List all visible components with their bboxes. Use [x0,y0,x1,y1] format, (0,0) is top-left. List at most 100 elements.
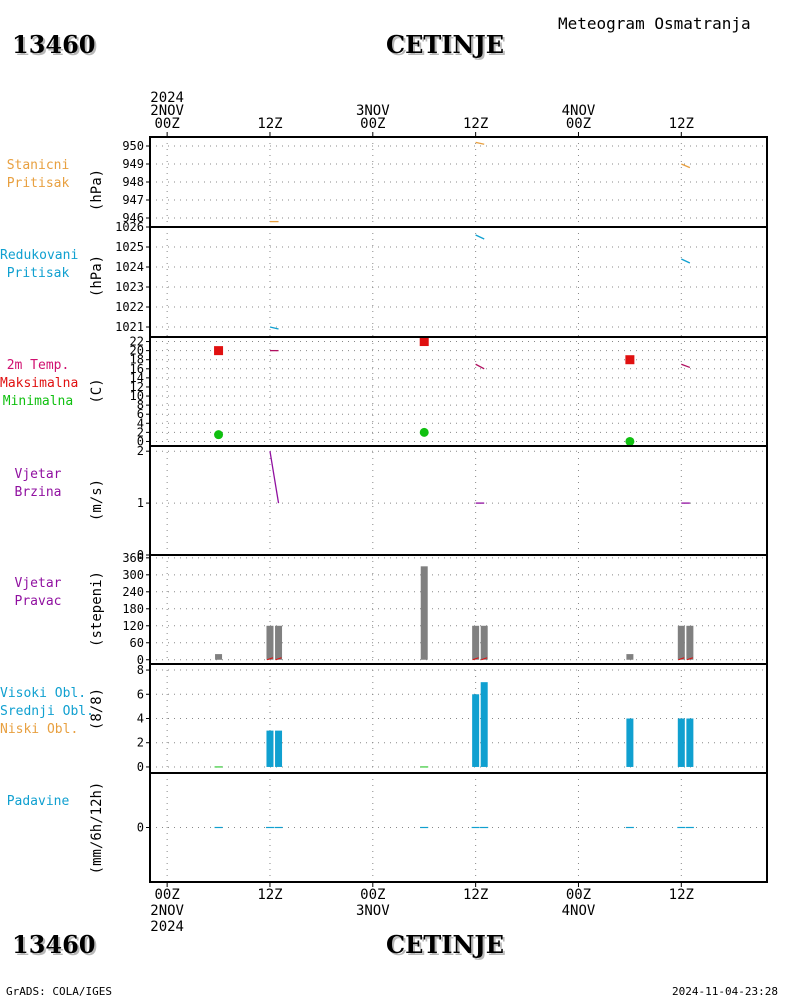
y-tick-label: 180 [122,602,144,616]
panel-stanicni [146,136,768,228]
y-tick-label: 0 [137,434,144,448]
y-tick-label: 18 [130,353,144,367]
y-tick-label: 0 [137,653,144,667]
y-tick-label: 1021 [115,320,144,334]
y-tick-label: 14 [130,371,144,385]
panel-label-redukovani: Redukovani [0,248,79,263]
y-tick-label: 60 [130,636,144,650]
panel-frame [149,663,768,774]
y-tick-label: 946 [122,211,144,225]
y-tick-label: 2 [137,444,144,458]
time-label-bottom: 12Z [257,887,282,903]
temp-line [475,363,485,370]
series-line [475,234,485,240]
time-label-top: 4NOV [562,103,596,119]
panel-frame [149,136,768,228]
panel-label-padavine: Padavine [6,794,70,809]
unit-label-stanicni: (hPa) [89,169,105,211]
time-label-bottom: 2NOV [150,903,184,919]
y-tick-label: 360 [122,551,144,565]
time-label-top: 2024 [150,90,184,106]
time-label-top: 3NOV [356,103,390,119]
time-label-bottom: 00Z [360,887,385,903]
tmin-point [625,436,635,446]
y-tick-label: 1022 [115,300,144,314]
wind-dir-mark [481,657,488,661]
y-tick-label: 120 [122,619,144,633]
series-line [681,163,691,169]
series-line [681,258,691,264]
time-label-bottom: 4NOV [562,903,596,919]
bar [275,625,283,660]
y-tick-label: 1025 [115,240,144,254]
time-label-bottom: 3NOV [356,903,390,919]
y-tick-label: 947 [122,193,144,207]
temp-line [681,363,691,369]
y-tick-label: 8 [137,398,144,412]
panel-label-redukovani: Pritisak [6,266,70,281]
y-tick-label: 2 [137,736,144,750]
time-label-bottom: 00Z [154,887,179,903]
panel-frame [149,445,768,556]
y-tick-label: 1026 [115,220,144,234]
bar [626,654,634,660]
y-tick-label: 4 [137,712,144,726]
time-label-bottom: 2024 [150,919,184,935]
unit-label-pravac: (stepeni) [89,571,105,647]
y-tick-label: 2 [137,425,144,439]
time-label-top: 12Z [257,116,282,132]
station-name: CETINJE [386,30,505,59]
bar [215,654,223,660]
y-tick-label: 8 [137,663,144,677]
y-tick-label: 20 [130,344,144,358]
panel-label-pravac: Pravac [14,594,62,609]
bar [266,625,274,660]
series-line [475,141,485,145]
tmax-point [419,337,429,347]
panel-redukovani [146,226,768,338]
panel-frame [149,226,768,338]
wind-dir-mark [686,657,694,661]
time-label-top: 12Z [669,116,694,132]
bar [420,566,428,660]
unit-label-redukovani: (hPa) [89,255,105,297]
y-tick-label: 12 [130,380,144,394]
panel-label-stanicni: Stanicni [6,158,70,173]
wind-dir-mark [678,657,685,661]
panel-brzina [146,445,768,556]
panel-label-brzina: Brzina [14,485,62,500]
y-tick-label: 10 [130,389,144,403]
y-tick-label: 950 [122,139,144,153]
y-tick-label: 22 [130,335,144,349]
station-name-bottom: CETINJE [386,930,505,959]
panel-label-temp: Minimalna [2,394,74,409]
y-tick-label: 1 [137,496,144,510]
bar [275,730,283,767]
tmin-point [419,427,429,437]
y-tick-label: 6 [137,687,144,701]
panel-padavine [146,772,768,883]
panel-label-temp: 2m Temp. [6,358,70,373]
y-tick-label: 4 [137,416,144,430]
station-id: 13460 [12,30,96,59]
panel-frame [149,554,768,665]
y-tick-label: 0 [137,821,144,835]
time-label-top: 00Z [360,116,385,132]
station-id-bottom: 13460 [12,930,96,959]
y-tick-label: 6 [137,407,144,421]
bar [480,682,488,767]
unit-label-oblaci: (8/8) [89,688,105,730]
bar [677,625,685,660]
y-tick-label: 16 [130,362,144,376]
time-label-top: 00Z [566,116,591,132]
tmax-point [214,346,224,356]
time-label-top: 2NOV [150,103,184,119]
tmax-point [625,355,635,365]
bar [677,718,685,767]
time-label-bottom: 00Z [566,887,591,903]
y-tick-label: 1024 [115,260,144,274]
y-tick-label: 948 [122,175,144,189]
y-tick-label: 949 [122,157,144,171]
series-line [269,451,280,504]
